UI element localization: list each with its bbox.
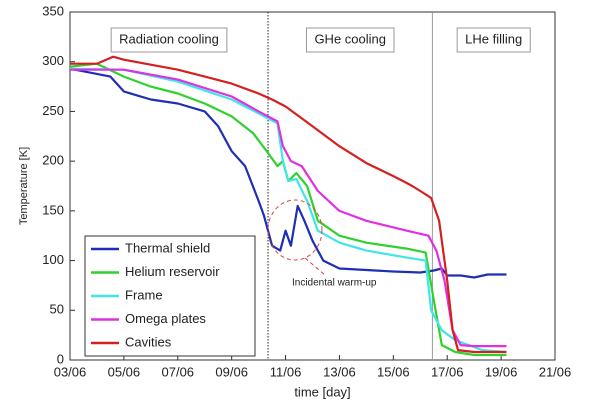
y-tick-label: 300 bbox=[42, 53, 64, 68]
y-tick-label: 100 bbox=[42, 252, 64, 267]
x-axis-label: time [day] bbox=[294, 384, 350, 399]
legend-label: Frame bbox=[125, 287, 163, 302]
x-tick-label: 13/06 bbox=[323, 364, 356, 379]
phase-label: Radiation cooling bbox=[119, 31, 219, 46]
annotation-circle bbox=[267, 199, 323, 261]
phase-box bbox=[456, 27, 531, 53]
series-line bbox=[69, 67, 507, 279]
series-line bbox=[69, 67, 507, 354]
series-line bbox=[70, 55, 507, 354]
legend-label: Omega plates bbox=[125, 311, 206, 326]
legend-label: Helium reservoir bbox=[125, 264, 220, 279]
y-tick-label: 0 bbox=[57, 351, 64, 366]
annotation: Incidental warm-up bbox=[292, 278, 377, 289]
phase-box bbox=[305, 27, 395, 53]
x-tick-label: 05/06 bbox=[108, 364, 141, 379]
phase-label: GHe cooling bbox=[314, 31, 386, 46]
x-tick-label: 09/06 bbox=[215, 364, 248, 379]
phase-label: LHe filling bbox=[465, 31, 522, 46]
annotation-pointer bbox=[304, 257, 326, 276]
series-line bbox=[69, 62, 507, 357]
plot-area bbox=[69, 11, 556, 361]
x-tick-label: 19/06 bbox=[485, 364, 518, 379]
x-tick-label: 17/06 bbox=[431, 364, 464, 379]
y-tick-label: 150 bbox=[42, 202, 64, 217]
x-tick-label: 21/06 bbox=[539, 364, 572, 379]
legend-label: Thermal shield bbox=[125, 240, 210, 255]
x-tick-label: 11/06 bbox=[270, 364, 302, 379]
x-tick-label: 07/06 bbox=[162, 364, 195, 379]
y-tick-label: 250 bbox=[42, 103, 64, 118]
phase-box bbox=[110, 27, 228, 53]
y-axis-label: Temperature [K] bbox=[18, 147, 30, 225]
legend-label: Cavities bbox=[125, 334, 172, 349]
y-tick-label: 50 bbox=[50, 302, 64, 317]
x-tick-label: 03/06 bbox=[54, 364, 87, 379]
y-tick-label: 200 bbox=[42, 153, 64, 168]
y-tick-label: 350 bbox=[42, 3, 64, 18]
x-tick-label: 15/06 bbox=[377, 364, 410, 379]
